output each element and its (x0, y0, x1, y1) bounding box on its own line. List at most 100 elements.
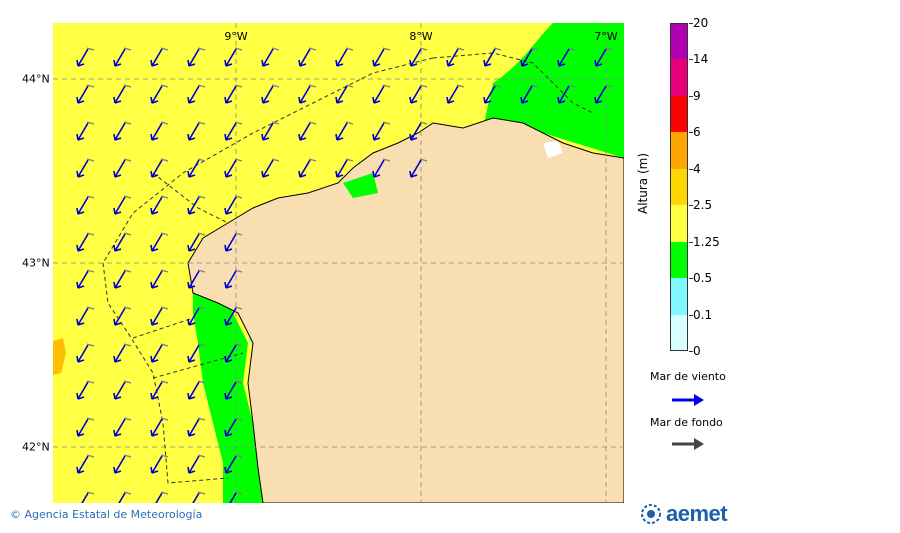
wind-sea-arrow (409, 48, 422, 67)
swell-arrow (382, 47, 391, 51)
swell-arrow (123, 84, 132, 88)
wind-sea-arrow (81, 492, 89, 503)
lat-label-44n: 44°N (22, 72, 50, 86)
swell-arrow (234, 380, 243, 384)
colorbar-segment (670, 95, 688, 133)
swell-arrow (234, 491, 243, 495)
wind-sea-arrow (298, 122, 311, 141)
wind-sea-arrow (187, 196, 200, 215)
swell-arrow (234, 306, 243, 310)
wind-sea-arrow (298, 85, 311, 104)
wind-sea-arrow-icon (672, 394, 704, 406)
wind-sea-arrow (224, 159, 237, 178)
wind-sea-arrow (298, 159, 311, 178)
swell-arrow (382, 121, 391, 125)
swell-arrow (197, 269, 206, 273)
colorbar-segment (670, 132, 688, 169)
wind-sea-arrow (76, 196, 89, 215)
swell-arrow (123, 417, 132, 421)
wind-sea-arrow (557, 48, 570, 67)
wind-sea-arrow (76, 270, 89, 289)
swell-arrow-icon (672, 438, 704, 450)
swell-arrow (123, 195, 132, 199)
colorbar-tick (689, 168, 693, 170)
swell-arrow (234, 121, 243, 125)
swell-arrow (197, 232, 206, 236)
colorbar-tick (689, 351, 693, 352)
wind-sea-arrow (372, 122, 385, 141)
map-canvas (53, 23, 624, 503)
wind-sea-arrow (76, 455, 89, 474)
swell-arrow (197, 195, 206, 199)
swell-arrow (123, 343, 132, 347)
colorbar-tick-label: 0.5 (693, 271, 713, 286)
swell-arrow (123, 306, 132, 310)
wind-sea-arrow (76, 85, 89, 104)
colorbar-tick-label: 20 (693, 16, 709, 30)
swell-arrow (160, 343, 169, 347)
white-bay (543, 141, 563, 158)
swell-arrow (86, 269, 95, 273)
wind-sea-arrow (483, 48, 496, 67)
wind-sea-arrow (187, 270, 200, 289)
wind-sea-arrow (520, 85, 533, 104)
wind-sea-arrow (335, 85, 348, 104)
colorbar-segment (670, 314, 688, 351)
wind-sea-arrow (557, 85, 570, 104)
wind-sea-arrow (224, 233, 237, 252)
swell-arrow (160, 121, 169, 125)
swell-arrow (86, 232, 95, 236)
wind-sea-arrow (261, 159, 274, 178)
swell-label: Mar de fondo (650, 416, 723, 429)
wave-height-map[interactable]: 9°W 8°W 7°W (53, 23, 624, 503)
wind-sea-arrow (224, 85, 237, 104)
swell-arrow (308, 47, 317, 51)
wind-sea-arrow (76, 307, 89, 326)
colorbar-tick-label: 4 (693, 161, 701, 176)
colorbar-segment (670, 205, 688, 242)
colorbar-tick (689, 241, 693, 243)
wind-sea-label: Mar de viento (650, 370, 726, 383)
swell-arrow (197, 84, 206, 88)
wind-sea-arrow (150, 418, 163, 437)
wind-sea-arrow (113, 233, 126, 252)
colorbar-tick-label: 6 (693, 125, 701, 140)
ria-green-north (343, 173, 378, 198)
swell-arrow (567, 47, 576, 51)
swell-arrow (456, 47, 465, 51)
wind-sea-arrow (335, 159, 348, 178)
wind-sea-arrow (298, 48, 311, 67)
aemet-logo[interactable]: aemet (640, 501, 728, 527)
wind-sea-arrow (76, 159, 89, 178)
aemet-logo-text: aemet (666, 501, 728, 526)
wind-sea-arrow (446, 48, 459, 67)
wind-sea-arrow (594, 48, 607, 67)
swell-arrow (382, 158, 391, 162)
swell-arrow (493, 47, 502, 51)
swell-arrow (86, 380, 95, 384)
swell-arrow (197, 47, 206, 51)
swell-arrow (86, 121, 95, 125)
wind-sea-arrow (224, 307, 237, 326)
wind-sea-arrow (187, 381, 200, 400)
wind-sea-arrow (372, 85, 385, 104)
wind-sea-arrow (76, 344, 89, 363)
swell-arrow (271, 121, 280, 125)
wind-sea-arrow (335, 122, 348, 141)
swell-arrow (419, 47, 428, 51)
swell-arrow (308, 158, 317, 162)
wind-sea-arrow (261, 122, 274, 141)
swell-arrow (345, 47, 354, 51)
copyright-credit: © Agencia Estatal de Meteorología (10, 508, 203, 521)
colorbar-segment (670, 59, 688, 96)
sea-green-west (193, 273, 268, 503)
swell-arrow (308, 121, 317, 125)
wind-sea-arrow (113, 196, 126, 215)
swell-arrow (419, 121, 428, 125)
wind-sea-arrow (261, 48, 274, 67)
swell-arrow (271, 158, 280, 162)
swell-arrow (86, 84, 95, 88)
swell-arrow (604, 84, 613, 88)
swell-arrow (308, 84, 317, 88)
colorbar-tick-label: 0.1 (693, 307, 713, 322)
